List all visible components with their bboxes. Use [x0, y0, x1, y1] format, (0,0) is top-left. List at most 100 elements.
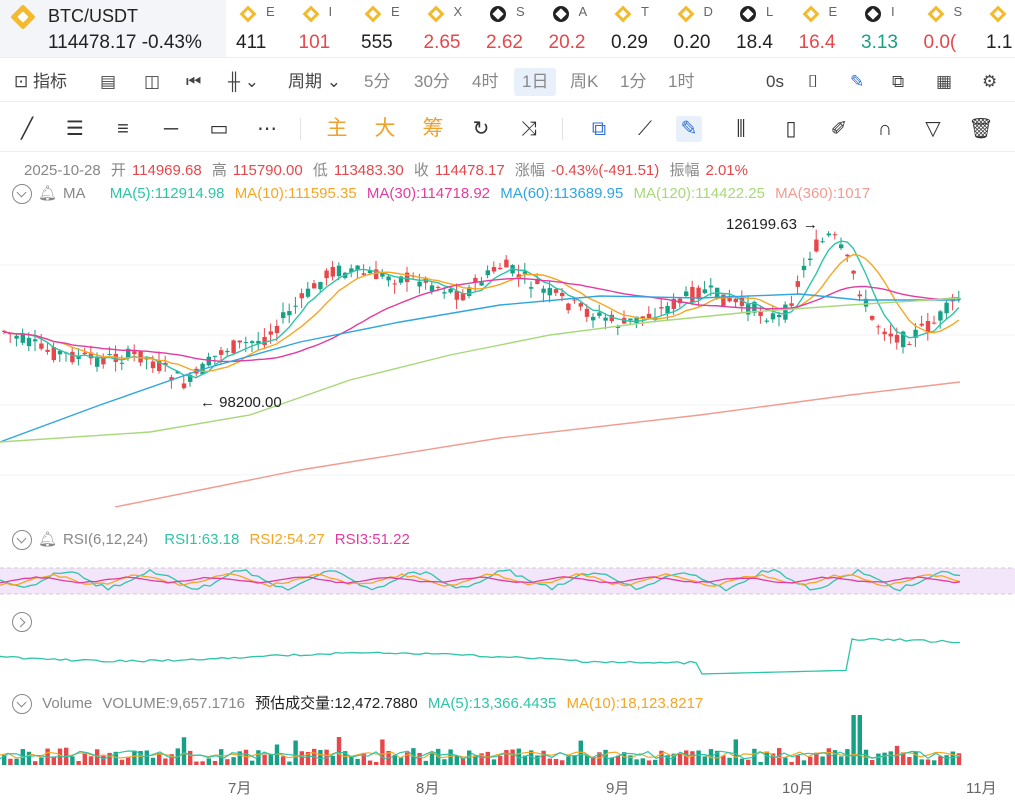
- calendar-icon[interactable]: ▤: [100, 72, 117, 91]
- volume-bar: [150, 757, 156, 765]
- export-icon[interactable]: ⧉: [892, 72, 905, 91]
- candle: [702, 289, 707, 294]
- expand-icon[interactable]: [12, 612, 32, 632]
- collapse-icon[interactable]: [12, 694, 32, 715]
- volume-bar: [665, 755, 670, 765]
- ticker-item[interactable]: 1.1: [980, 0, 1015, 57]
- ticker-item[interactable]: S 2.62: [480, 0, 542, 57]
- x-axis-label: 7月: [228, 780, 252, 797]
- ticker-item[interactable]: A 20.2: [543, 0, 605, 57]
- volume-bar: [646, 760, 652, 765]
- volume-bar: [225, 759, 230, 765]
- compare-icon[interactable]: ⤨: [521, 118, 537, 140]
- ticker-item[interactable]: I 3.13: [855, 0, 917, 57]
- trash-icon[interactable]: 🗑: [968, 118, 994, 140]
- interval-0[interactable]: 5分: [364, 72, 391, 91]
- volume-bar: [126, 756, 131, 765]
- pencil-icon[interactable]: ✎: [850, 72, 865, 91]
- rsi-chart[interactable]: [0, 560, 1015, 605]
- candle: [473, 277, 478, 283]
- candle: [442, 292, 447, 294]
- parallel-lines-icon[interactable]: ☰: [66, 118, 84, 140]
- volume-bar: [26, 751, 32, 765]
- volume-bar: [739, 758, 745, 765]
- volume-bar: [770, 753, 776, 765]
- volume-bar: [82, 753, 87, 765]
- candles-icon[interactable]: ⫼: [736, 118, 746, 140]
- candle: [845, 254, 850, 257]
- interval-6[interactable]: 1时: [668, 72, 695, 91]
- draw-mode-icon[interactable]: ✎: [676, 116, 702, 142]
- candle: [913, 329, 918, 338]
- candle: [603, 317, 608, 321]
- volume-ma10: [0, 751, 961, 759]
- volume-bar: [659, 750, 664, 765]
- candle: [349, 268, 354, 273]
- bell-icon[interactable]: 🔔︎: [38, 185, 58, 202]
- interval-1[interactable]: 30分: [414, 72, 450, 91]
- candle: [876, 326, 881, 328]
- layout-grid-icon[interactable]: ▦: [936, 72, 953, 91]
- rectangle-icon[interactable]: ▭: [209, 118, 229, 140]
- layout-icon[interactable]: ◫: [144, 72, 161, 91]
- candle: [39, 343, 44, 349]
- chips-button[interactable]: 筹: [422, 117, 444, 140]
- price-chart[interactable]: [0, 210, 1015, 520]
- ticker-item[interactable]: X 2.65: [418, 0, 480, 57]
- candle: [925, 321, 931, 333]
- bell-icon[interactable]: 🔔︎: [38, 531, 58, 548]
- candle: [138, 351, 143, 363]
- indicators-button[interactable]: ⊡ 指标: [14, 72, 67, 91]
- candle-type-button[interactable]: ╫ ⌄: [228, 72, 260, 91]
- ruler-icon[interactable]: ⟋: [638, 118, 652, 140]
- ticker-item[interactable]: I 101: [293, 0, 355, 57]
- symbol-box[interactable]: BTC/USDT 114478.17 -0.43%: [0, 0, 226, 57]
- interval-3[interactable]: 1日: [514, 68, 557, 96]
- ticker-item[interactable]: E 16.4: [793, 0, 855, 57]
- more-icon[interactable]: ⋯: [257, 118, 277, 140]
- ticker-item[interactable]: S 0.0(: [918, 0, 980, 57]
- ticker-item[interactable]: E 555: [355, 0, 417, 57]
- volume-bar: [429, 752, 435, 765]
- chevron-down-icon: ⌄: [326, 72, 341, 91]
- rewind-icon[interactable]: ⏮: [186, 72, 202, 91]
- candle: [727, 295, 732, 302]
- indicator-chart[interactable]: [0, 632, 1015, 682]
- interval-5[interactable]: 1分: [620, 72, 647, 91]
- volume-chart[interactable]: [0, 715, 1015, 769]
- ticker-item[interactable]: E 411: [230, 0, 292, 57]
- ticker-value: 0.0(: [923, 32, 957, 53]
- candle: [113, 353, 118, 362]
- ticker-item[interactable]: T 0.29: [605, 0, 667, 57]
- collapse-icon[interactable]: [12, 530, 32, 551]
- filter-icon[interactable]: ▽: [925, 118, 941, 140]
- trendline-icon[interactable]: ╱: [20, 118, 34, 140]
- volume-bar: [113, 751, 118, 765]
- note-icon[interactable]: ✐: [830, 118, 848, 140]
- indicator-icon: ⊡: [14, 72, 29, 91]
- collapse-icon[interactable]: [12, 184, 32, 205]
- camera-icon[interactable]: ⌷: [808, 72, 819, 91]
- layers-icon[interactable]: ⧉: [591, 118, 607, 140]
- period-dropdown[interactable]: 周期 ⌄: [288, 72, 341, 91]
- ticker-item[interactable]: L 18.4: [730, 0, 792, 57]
- candle: [26, 337, 32, 347]
- ticker-item[interactable]: D 0.20: [668, 0, 730, 57]
- volume-bar: [491, 759, 497, 765]
- big-order-button[interactable]: 大: [374, 117, 396, 140]
- main-force-button[interactable]: 主: [326, 117, 348, 140]
- settings-icon[interactable]: ⚙: [982, 72, 998, 91]
- volume-bar: [553, 759, 559, 765]
- clipboard-icon[interactable]: ▯: [785, 118, 797, 140]
- horizontal-line-icon[interactable]: ─: [163, 118, 179, 140]
- binance-icon: [802, 5, 819, 23]
- volume-bar: [442, 759, 447, 765]
- magnet-icon[interactable]: ∩: [877, 118, 893, 140]
- ticker-value: 0.20: [673, 32, 711, 53]
- interval-2[interactable]: 4时: [472, 72, 499, 91]
- interval-4[interactable]: 周K: [570, 72, 599, 91]
- volume-bar: [640, 758, 645, 765]
- fib-icon[interactable]: ≡: [117, 118, 129, 140]
- replay-icon[interactable]: ↻: [472, 118, 490, 140]
- candle: [572, 299, 577, 301]
